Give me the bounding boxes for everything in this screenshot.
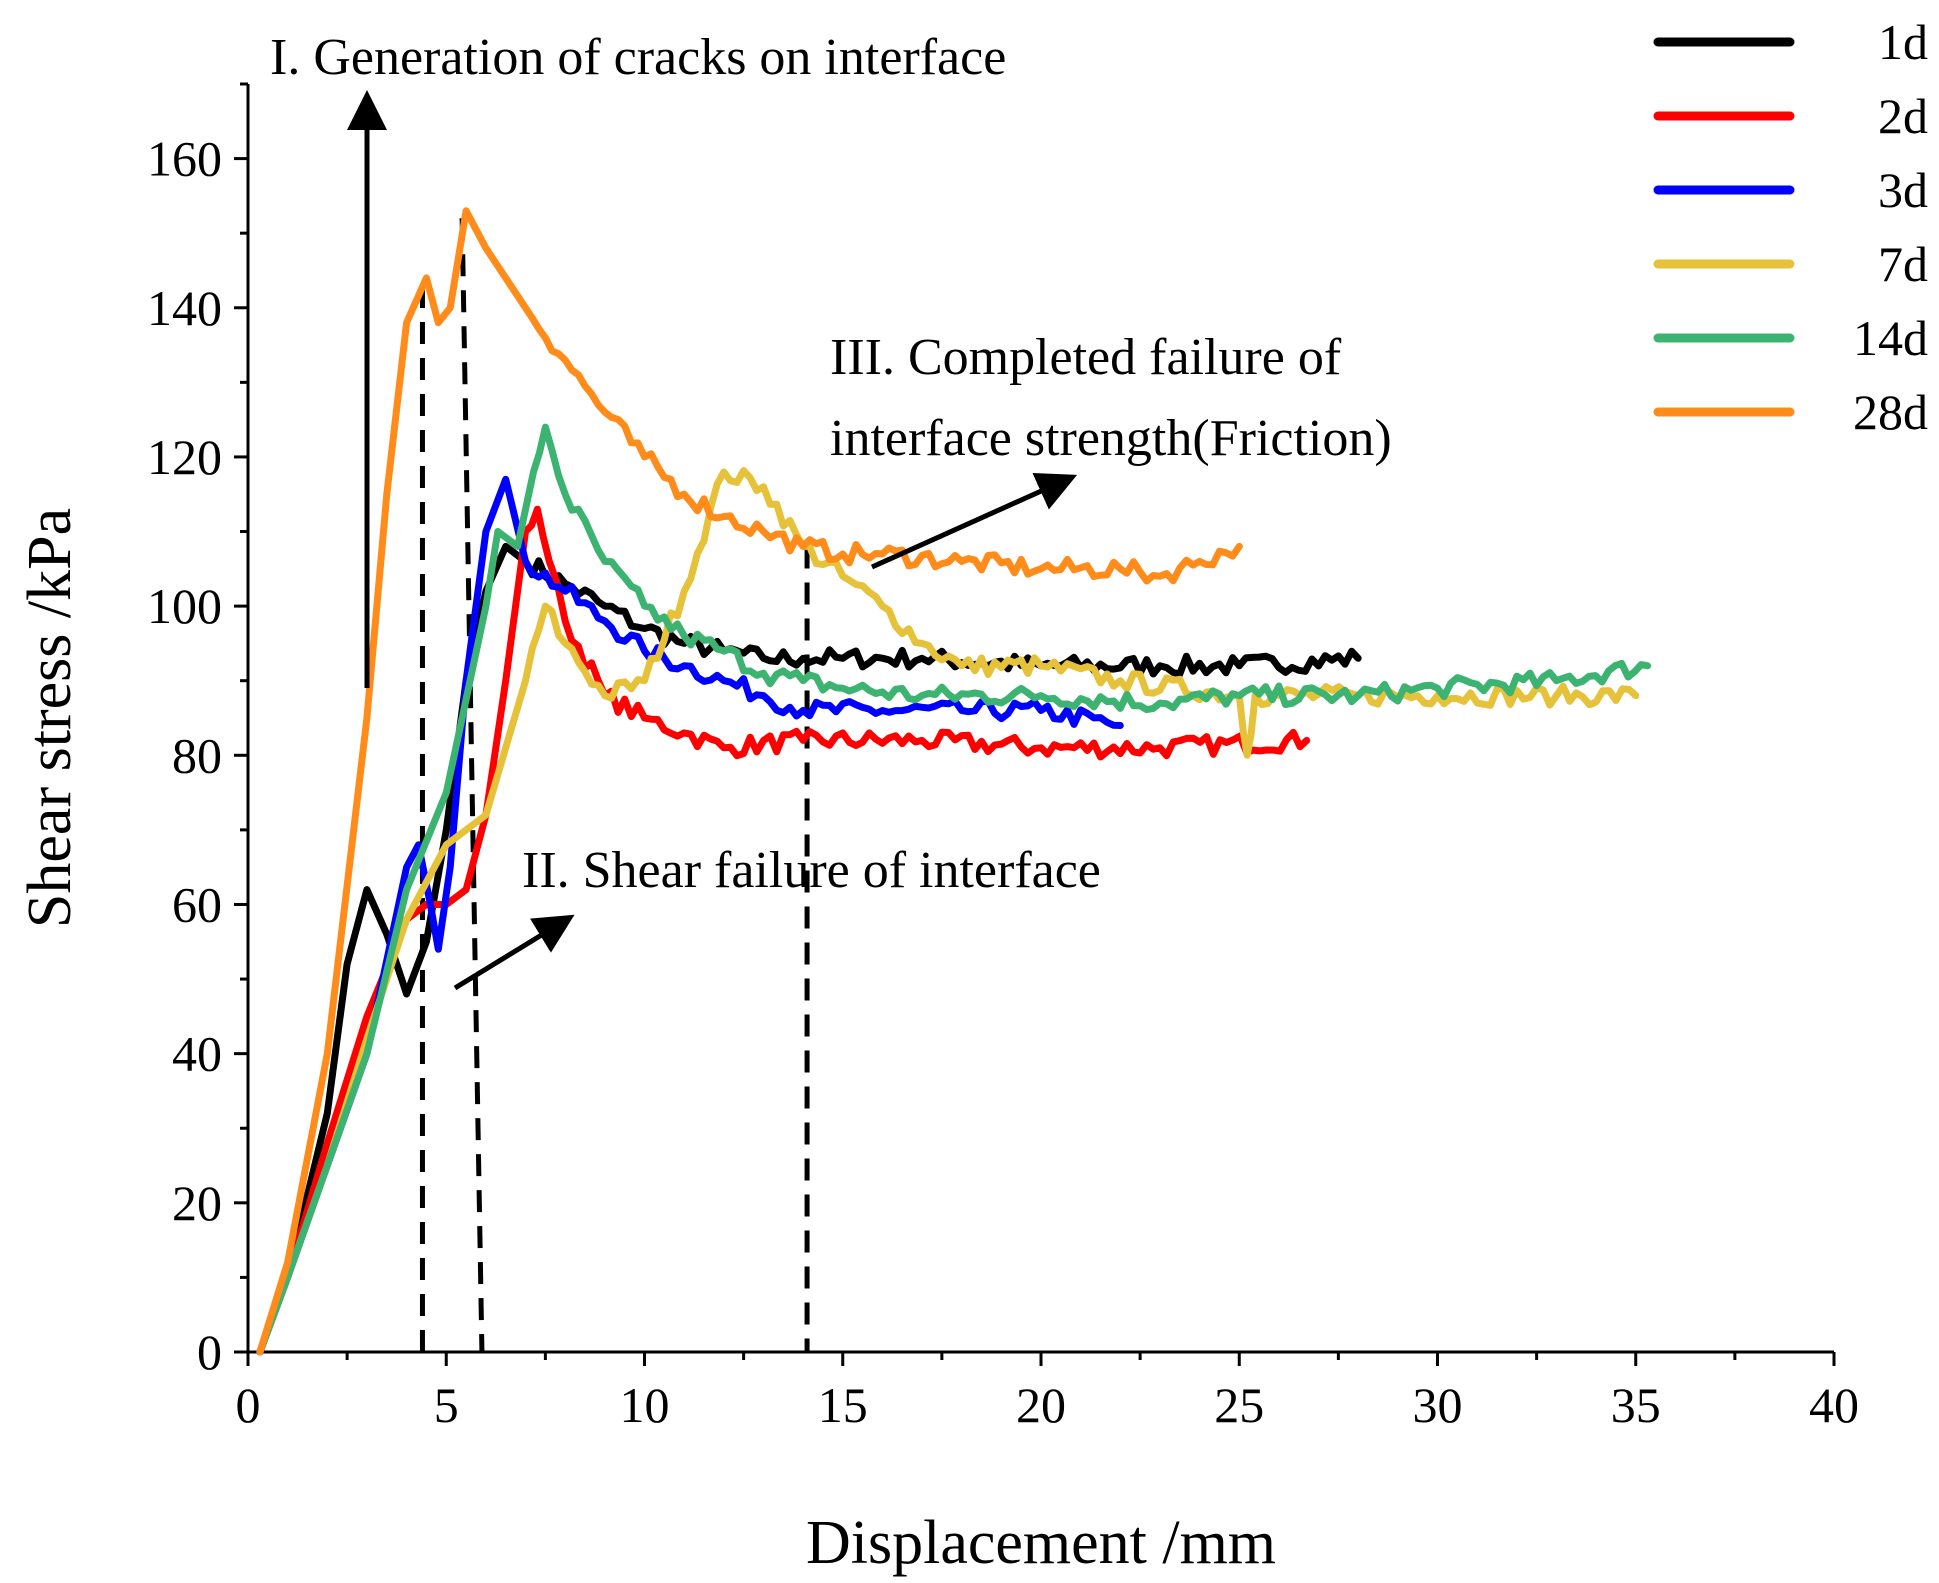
annotation-3-arrow [870, 473, 1078, 570]
legend: 1d 2d 3d 7d 14d 28d [1653, 14, 1928, 440]
series-line-28d [256, 207, 1243, 1356]
y-tick-label: 100 [147, 578, 222, 634]
x-tick-label: 10 [620, 1377, 670, 1433]
y-tick-label: 20 [172, 1175, 222, 1231]
legend-label-28d: 28d [1853, 384, 1928, 440]
y-tick-label: 140 [147, 280, 222, 336]
series-line-1d [256, 542, 1362, 1356]
annotation-2-arrow [453, 914, 575, 991]
x-axis-title: Displacement /mm [806, 1509, 1276, 1577]
x-tick-label: 15 [818, 1377, 868, 1433]
y-tick-label: 0 [197, 1324, 222, 1380]
x-tick-label: 25 [1214, 1377, 1264, 1433]
legend-label-14d: 14d [1853, 310, 1928, 366]
annotation-3-line1: III. Completed failure of [830, 329, 1342, 386]
legend-label-3d: 3d [1878, 162, 1928, 218]
x-tick-label: 5 [434, 1377, 459, 1433]
data-series [256, 207, 1652, 1356]
y-tick-label: 120 [147, 429, 222, 485]
annotation-2: II. Shear failure of interface [522, 842, 1101, 899]
x-tick-label: 40 [1809, 1377, 1859, 1433]
x-tick-label: 0 [236, 1377, 261, 1433]
legend-label-7d: 7d [1878, 236, 1928, 292]
y-axis-title: Shear stress /kPa [16, 508, 84, 928]
axis-ticks: 0 5 10 15 20 25 30 35 40 0 20 40 60 80 100 120 140 160 [147, 82, 1859, 1433]
legend-label-1d: 1d [1878, 14, 1928, 70]
reference-line-dash-2 [459, 218, 485, 1353]
y-tick-label: 60 [172, 876, 222, 932]
x-tick-label: 30 [1413, 1377, 1463, 1433]
series-line-2d [256, 505, 1311, 1356]
x-tick-label: 35 [1611, 1377, 1661, 1433]
annotation-3-line2: interface strength(Friction) [830, 410, 1392, 467]
series-line-14d [256, 423, 1652, 1356]
x-tick-label: 20 [1016, 1377, 1066, 1433]
y-tick-label: 160 [147, 131, 222, 187]
y-tick-label: 40 [172, 1026, 222, 1082]
annotation-1: I. Generation of cracks on interface [270, 29, 1006, 86]
legend-label-2d: 2d [1878, 88, 1928, 144]
y-tick-label: 80 [172, 727, 222, 783]
reference-lines [419, 218, 810, 1353]
series-line-7d [256, 467, 1640, 1356]
series-line-3d [256, 475, 1124, 1356]
